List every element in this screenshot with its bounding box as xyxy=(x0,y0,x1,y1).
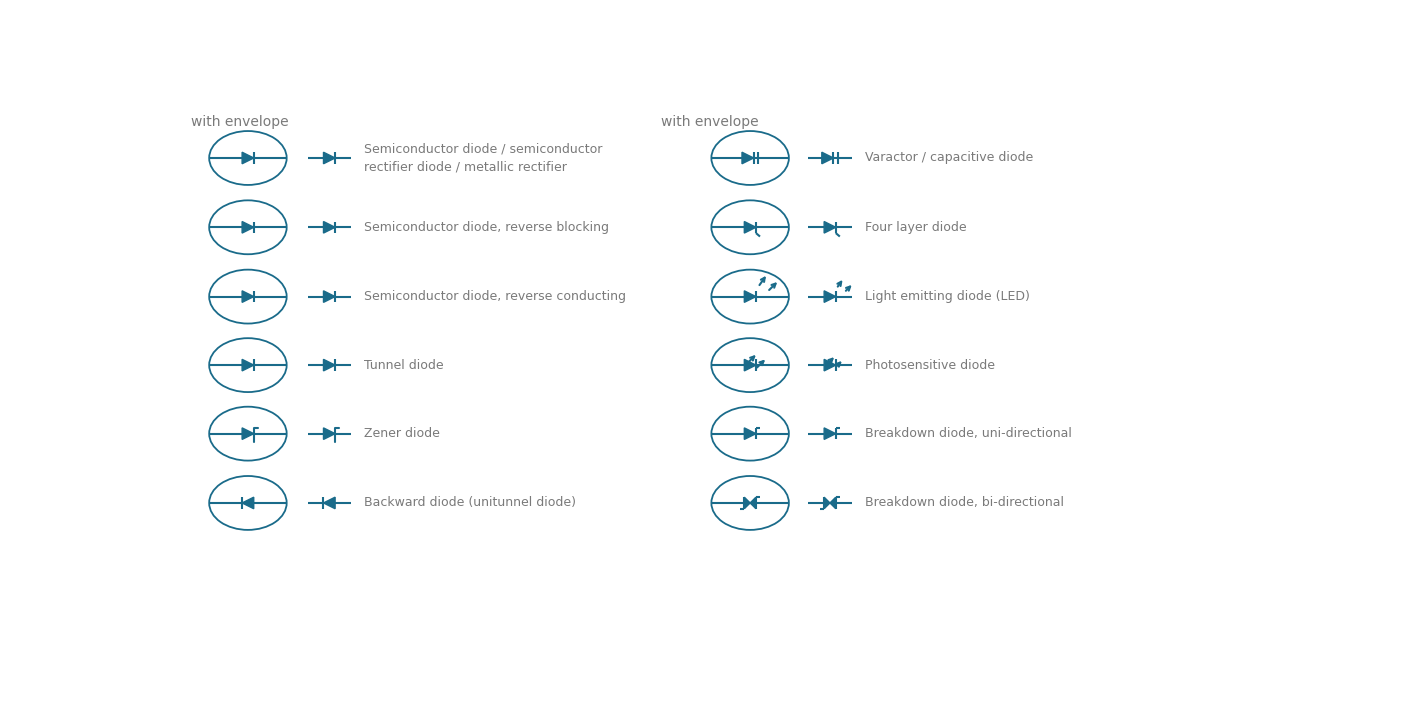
Polygon shape xyxy=(324,152,335,164)
Polygon shape xyxy=(824,291,835,303)
Text: Light emitting diode (LED): Light emitting diode (LED) xyxy=(865,290,1030,303)
Polygon shape xyxy=(824,221,835,233)
Polygon shape xyxy=(324,291,335,303)
Polygon shape xyxy=(742,152,753,164)
Text: Breakdown diode, uni-directional: Breakdown diode, uni-directional xyxy=(865,427,1071,440)
Text: Varactor / capacitive diode: Varactor / capacitive diode xyxy=(865,151,1033,165)
Text: Semiconductor diode / semiconductor
rectifier diode / metallic rectifier: Semiconductor diode / semiconductor rect… xyxy=(365,143,602,173)
Text: Breakdown diode, bi-directional: Breakdown diode, bi-directional xyxy=(865,496,1064,510)
Polygon shape xyxy=(324,497,335,509)
Polygon shape xyxy=(324,359,335,371)
Text: Zener diode: Zener diode xyxy=(365,427,439,440)
Polygon shape xyxy=(745,221,756,233)
Polygon shape xyxy=(824,497,829,509)
Polygon shape xyxy=(745,291,756,303)
Polygon shape xyxy=(745,497,750,509)
Text: Semiconductor diode, reverse conducting: Semiconductor diode, reverse conducting xyxy=(365,290,626,303)
Polygon shape xyxy=(242,221,254,233)
Polygon shape xyxy=(242,428,254,440)
Text: with envelope: with envelope xyxy=(191,115,288,129)
Text: Tunnel diode: Tunnel diode xyxy=(365,358,444,372)
Polygon shape xyxy=(242,291,254,303)
Text: Photosensitive diode: Photosensitive diode xyxy=(865,358,995,372)
Text: Four layer diode: Four layer diode xyxy=(865,221,966,234)
Polygon shape xyxy=(242,497,254,509)
Polygon shape xyxy=(242,359,254,371)
Polygon shape xyxy=(242,152,254,164)
Text: with envelope: with envelope xyxy=(661,115,759,129)
Polygon shape xyxy=(822,152,834,164)
Polygon shape xyxy=(324,221,335,233)
Text: Backward diode (unitunnel diode): Backward diode (unitunnel diode) xyxy=(365,496,577,510)
Polygon shape xyxy=(829,497,835,509)
Polygon shape xyxy=(824,359,835,371)
Polygon shape xyxy=(750,497,756,509)
Text: Semiconductor diode, reverse blocking: Semiconductor diode, reverse blocking xyxy=(365,221,609,234)
Polygon shape xyxy=(324,428,335,440)
Polygon shape xyxy=(745,359,756,371)
Polygon shape xyxy=(745,428,756,440)
Polygon shape xyxy=(824,428,835,440)
